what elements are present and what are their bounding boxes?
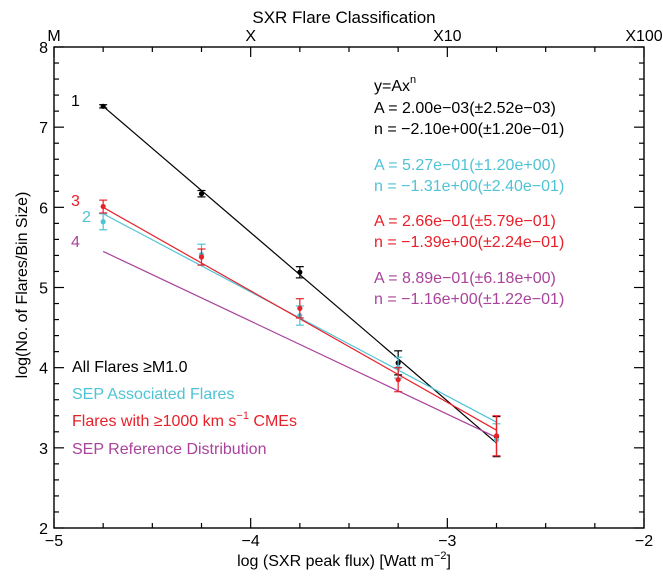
legend-entry-sep-reference: SEP Reference Distribution [72,441,266,458]
fit-params-all-A: A = 2.00e−03(±2.52e−03) [374,100,556,117]
y-tick-label: 5 [39,281,48,298]
y-tick-label: 7 [39,120,48,137]
series-id-label-4: 4 [71,234,80,251]
y-axis-title: log(No. of Flares/Bin Size) [14,192,31,379]
y-tick-label: 4 [39,361,48,378]
fit-formula: y=Axn [374,74,416,95]
x-axis-title-main: log (SXR peak flux) [Watt m [237,553,434,570]
data-point-series-1 [100,103,106,109]
series-id-label-1: 1 [71,93,80,110]
data-point-series-1 [198,191,205,197]
legend-entry-all-flares: All Flares ≥M1.0 [72,359,188,376]
y-tick-label: 2 [39,521,48,538]
fit-params-sep-n: n = −1.31e+00(±2.40e−01) [374,178,564,195]
series-id-label-3: 3 [71,193,80,210]
legend: All Flares ≥M1.0 SEP Associated Flares F… [72,359,297,458]
data-point-series-3 [297,305,303,311]
fit-params-ref-n: n = −1.16e+00(±1.22e−01) [374,291,564,308]
fit-params-cme-A: A = 2.66e−01(±5.79e−01) [374,213,556,230]
fit-line-series-4 [102,250,497,438]
legend-entry-cme-flares: Flares with ≥1000 km s−1 CMEs [72,410,297,430]
y-tick-label: 8 [39,40,48,57]
top-axis-title: SXR Flare Classification [252,8,435,27]
formula-text: y=Axn [374,74,416,95]
x-axis-title: log (SXR peak flux) [Watt m−2] [237,550,451,570]
data-point-series-3 [493,433,500,439]
data-points-layer [99,103,501,458]
fit-parameters: A = 2.00e−03(±2.52e−03) n = −2.10e+00(±1… [374,100,564,308]
fit-params-sep-A: A = 5.27e−01(±1.20e+00) [374,157,556,174]
x-tick-label: −5 [45,533,63,550]
legend-cme-sup: −1 [236,410,249,422]
legend-cme-tail: CMEs [249,413,297,430]
y-tick-label: 3 [39,441,48,458]
formula-exp: n [410,74,416,86]
fit-params-all-n: n = −2.10e+00(±1.20e−01) [374,121,564,138]
data-point-series-3 [198,254,205,260]
legend-entry-sep-flares: SEP Associated Flares [72,386,234,403]
fit-params-ref-A: A = 8.89e−01(±6.18e+00) [374,270,556,287]
series-id-labels: 1 2 3 4 [71,93,91,251]
top-tick-label: X [245,28,256,45]
x-axis-title-close: ] [446,553,450,570]
top-tick-label: M [47,28,60,45]
y-tick-label: 6 [39,200,48,217]
x-tick-label: −2 [635,533,653,550]
top-tick-label: X100 [625,28,662,45]
fit-params-cme-n: n = −1.39e+00(±2.24e−01) [374,234,564,251]
series-id-label-2: 2 [82,209,91,226]
x-tick-label: −4 [242,533,260,550]
x-axis-title-sup: −2 [434,550,447,562]
data-point-series-1 [297,269,303,275]
legend-cme-main: Flares with ≥1000 km s [72,413,236,430]
top-tick-label: X10 [433,28,462,45]
x-tick-label: −3 [438,533,456,550]
formula-base: y=Ax [374,78,410,95]
data-point-series-3 [100,203,106,210]
data-point-series-2 [100,219,106,225]
data-point-series-3 [395,377,401,383]
